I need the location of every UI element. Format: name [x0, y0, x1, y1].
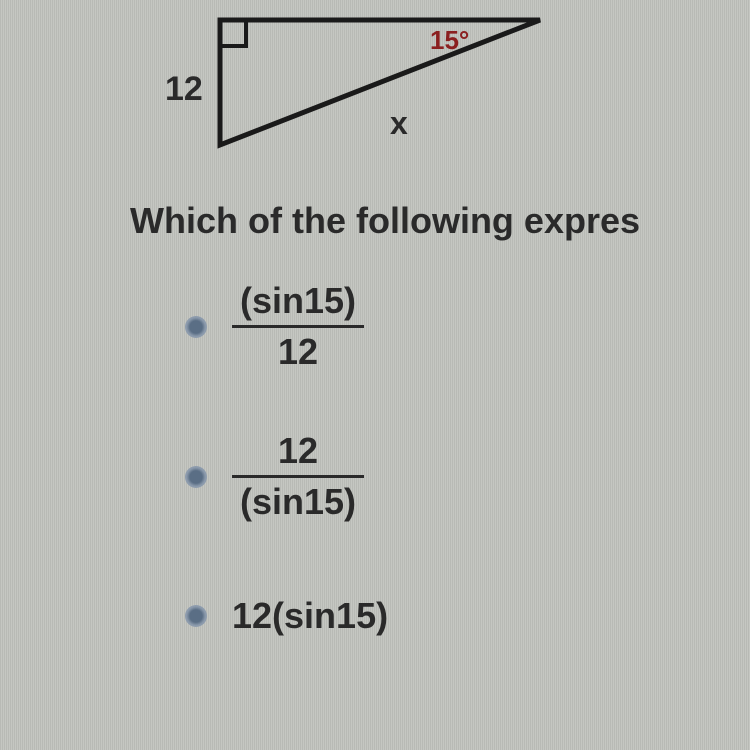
- triangle-svg: [205, 15, 555, 160]
- option-1-denominator: 12: [270, 328, 326, 373]
- triangle-diagram: [205, 15, 555, 160]
- option-3[interactable]: 12(sin15): [185, 595, 388, 637]
- option-2[interactable]: 12 (sin15): [185, 430, 364, 523]
- option-3-text: 12(sin15): [232, 595, 388, 637]
- page-container: 12 15° x Which of the following expres (…: [0, 0, 750, 750]
- option-2-numerator: 12: [270, 430, 326, 475]
- option-1[interactable]: (sin15) 12: [185, 280, 364, 373]
- option-2-denominator: (sin15): [232, 478, 364, 523]
- angle-label-15: 15°: [430, 25, 469, 56]
- option-1-numerator: (sin15): [232, 280, 364, 325]
- side-label-12: 12: [165, 70, 203, 109]
- question-text: Which of the following expres: [130, 200, 640, 242]
- radio-icon[interactable]: [185, 466, 207, 488]
- radio-icon[interactable]: [185, 605, 207, 627]
- option-2-fraction: 12 (sin15): [232, 430, 364, 523]
- radio-icon[interactable]: [185, 316, 207, 338]
- option-1-fraction: (sin15) 12: [232, 280, 364, 373]
- hypotenuse-label-x: x: [390, 105, 408, 142]
